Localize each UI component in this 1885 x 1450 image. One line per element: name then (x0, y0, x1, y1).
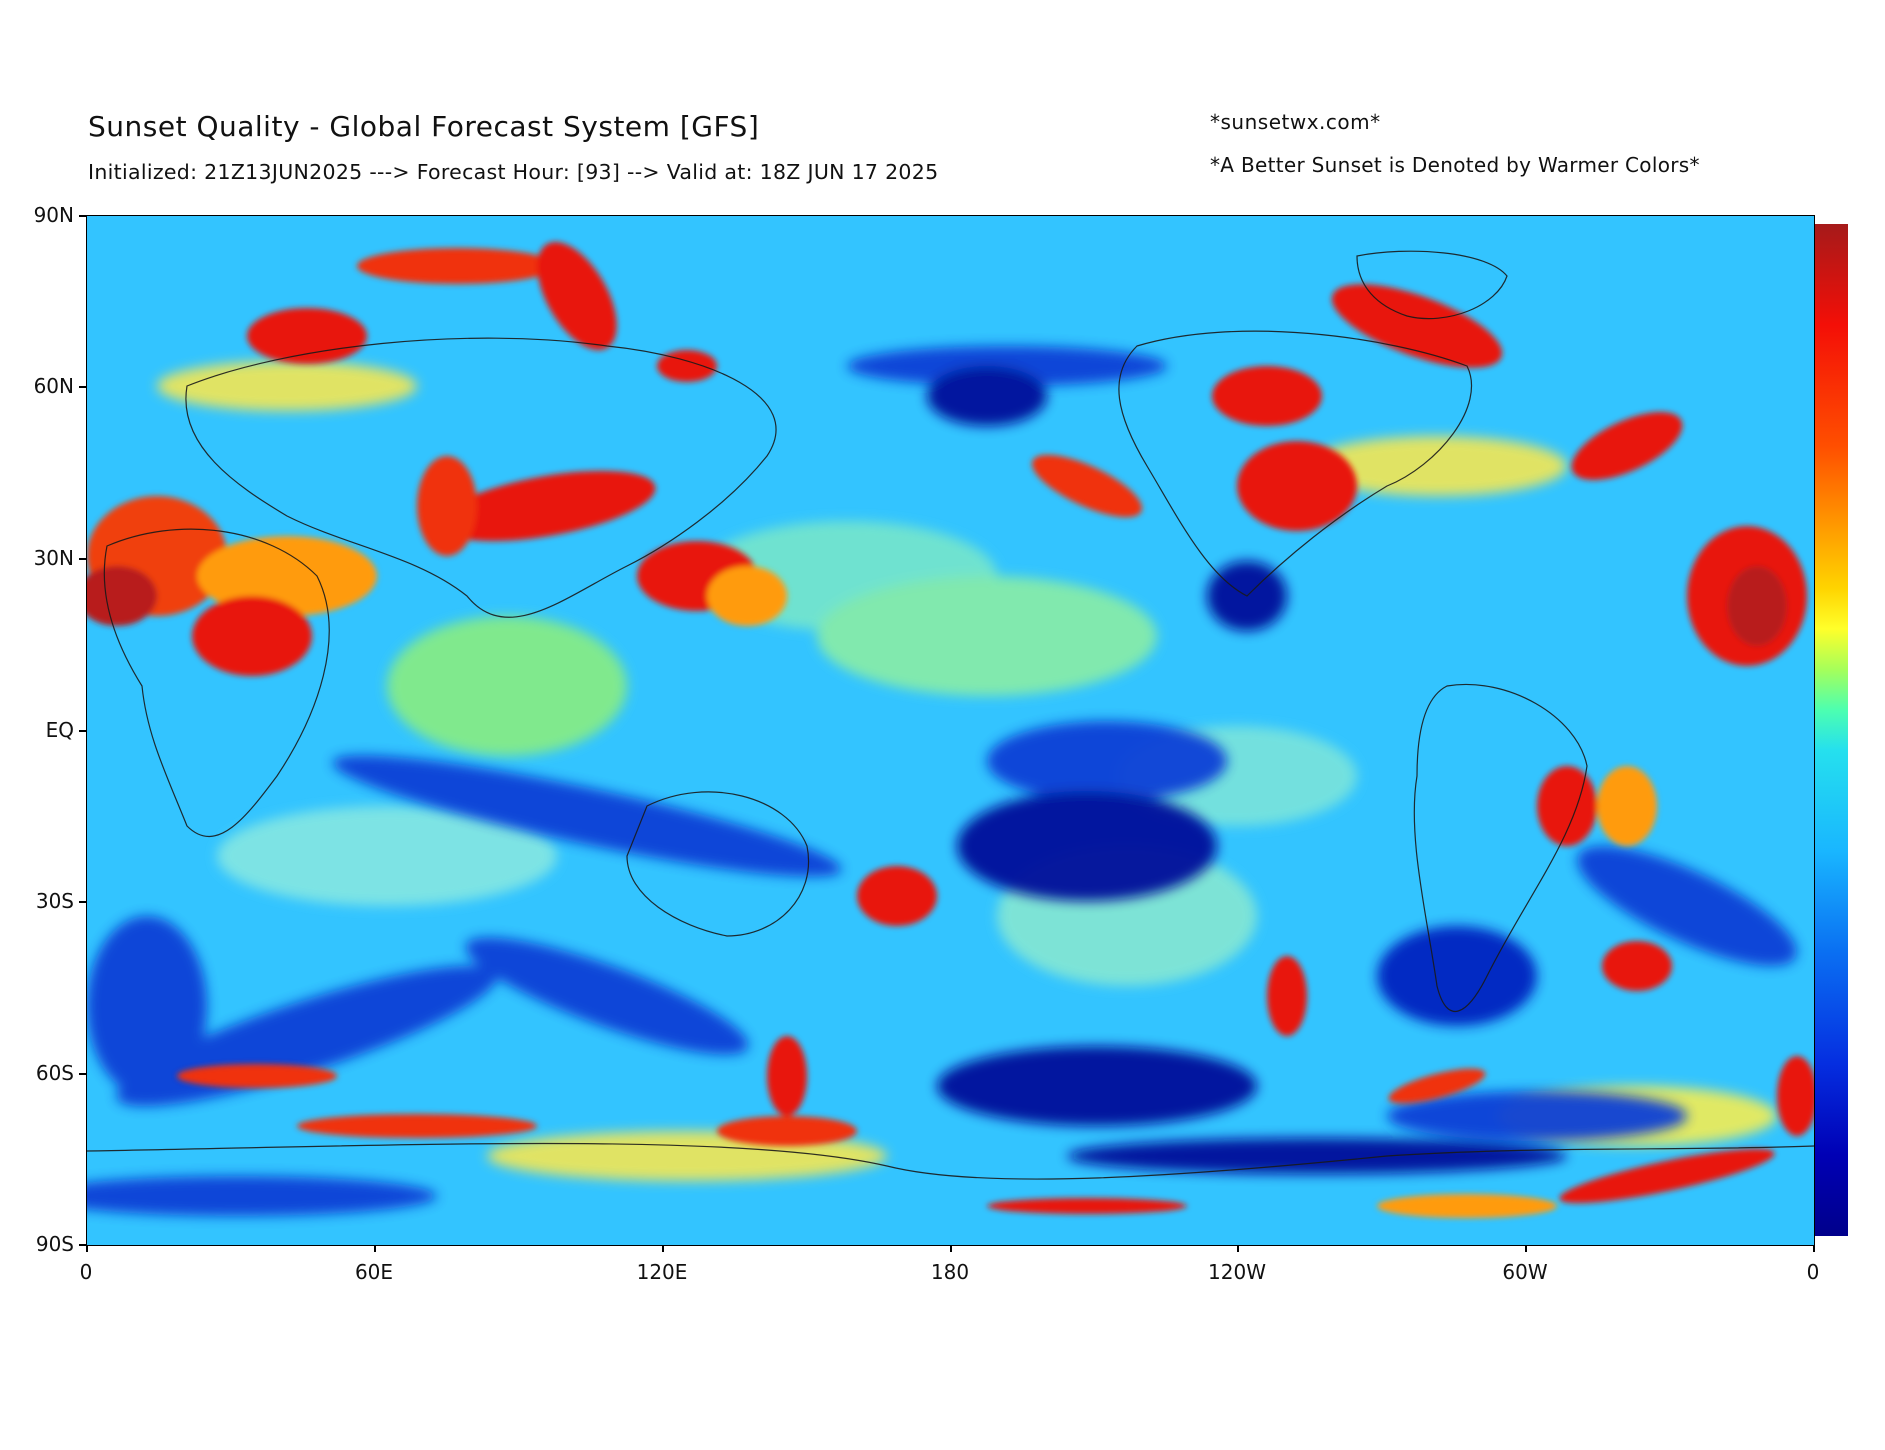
lon-tick (1813, 1245, 1815, 1252)
lat-tick (79, 1073, 86, 1075)
lon-tick (374, 1245, 376, 1252)
lon-label-0: 0 (79, 1260, 93, 1284)
sunset-quality-map (86, 215, 1815, 1246)
color-note: *A Better Sunset is Denoted by Warmer Co… (1210, 153, 1700, 177)
lat-tick (79, 558, 86, 560)
lat-label-30s: 30S (35, 889, 74, 913)
forecast-info: Initialized: 21Z13JUN2025 ---> Forecast … (88, 160, 939, 184)
color-scale-bar (1815, 224, 1848, 1236)
lat-label-30n: 30N (33, 546, 74, 570)
lat-tick (79, 215, 86, 217)
lon-tick (950, 1245, 952, 1252)
map-title: Sunset Quality - Global Forecast System … (88, 110, 760, 143)
lon-label-180: 180 (930, 1260, 970, 1284)
lon-tick (86, 1245, 88, 1252)
lat-label-60n: 60N (33, 374, 74, 398)
lon-tick (1525, 1245, 1527, 1252)
lon-label-60w: 60W (1502, 1260, 1548, 1284)
lon-label-60e: 60E (354, 1260, 394, 1284)
lat-tick (79, 730, 86, 732)
lat-label-90n: 90N (33, 203, 74, 227)
lon-label-120e: 120E (636, 1260, 688, 1284)
lat-tick (79, 1244, 86, 1246)
lon-label-120w: 120W (1208, 1260, 1266, 1284)
lon-label-0-east: 0 (1806, 1260, 1820, 1284)
lat-label-90s: 90S (35, 1232, 74, 1256)
lat-label-eq: EQ (45, 718, 74, 742)
site-credit: *sunsetwx.com* (1210, 110, 1381, 134)
lon-tick (662, 1245, 664, 1252)
lon-tick (1237, 1245, 1239, 1252)
lat-label-60s: 60S (35, 1061, 74, 1085)
lat-tick (79, 386, 86, 388)
map-field-graphic (87, 216, 1814, 1245)
lat-tick (79, 901, 86, 903)
